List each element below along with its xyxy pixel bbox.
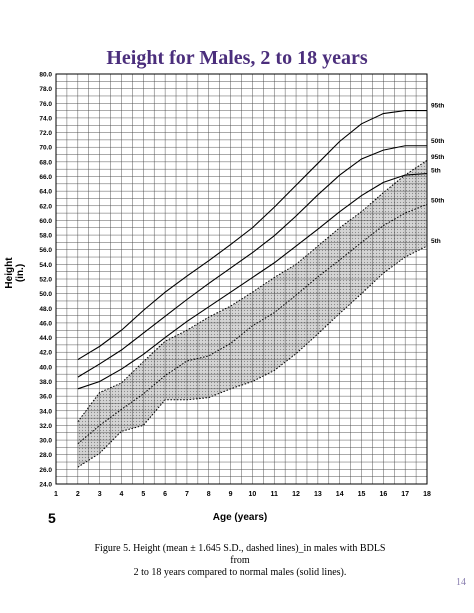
y-tick-label: 78.0 [39, 86, 52, 93]
x-tick-label: 8 [207, 491, 211, 498]
x-tick-label: 6 [163, 491, 167, 498]
x-tick-label: 7 [185, 491, 189, 498]
x-tick-label: 18 [423, 491, 431, 498]
y-tick-label: 66.0 [39, 174, 52, 181]
y-tick-label: 44.0 [39, 335, 52, 342]
page-number: 14 [456, 577, 466, 588]
series-label-50th: 50th [431, 138, 444, 145]
y-tick-label: 38.0 [39, 379, 52, 386]
x-tick-label: 1 [54, 491, 58, 498]
y-tick-label: 58.0 [39, 233, 52, 240]
x-tick-label: 17 [401, 491, 409, 498]
y-tick-label: 34.0 [39, 408, 52, 415]
y-tick-label: 76.0 [39, 101, 52, 108]
y-tick-label: 32.0 [39, 423, 52, 430]
series-label-95th: 95th [431, 154, 444, 161]
y-tick-label: 54.0 [39, 262, 52, 269]
y-tick-label: 64.0 [39, 189, 52, 196]
y-axis-label: Height (in.) [4, 257, 26, 289]
series-label-50th: 50th [431, 197, 444, 204]
y-tick-label: 36.0 [39, 394, 52, 401]
series-line-dashed-50th [77, 203, 428, 445]
x-tick-label: 9 [229, 491, 233, 498]
series-layer [77, 110, 428, 468]
y-tick-layer: 24.0 26.0 28.0 30.0 32.0 34.0 36.0 38.0 40.0 42.0… [39, 72, 52, 489]
y-tick-label: 72.0 [39, 130, 52, 137]
x-tick-label: 4 [120, 491, 124, 498]
y-tick-label: 74.0 [39, 115, 52, 122]
caption-line-2: 2 to 18 years compared to normal males (… [133, 567, 347, 578]
y-tick-label: 30.0 [39, 438, 52, 445]
x-tick-label: 5 [141, 491, 145, 498]
series-label-5th: 5th [431, 168, 441, 175]
grid-layer [55, 73, 428, 485]
series-line-solid-5th [77, 173, 428, 390]
x-tick-label: 16 [379, 491, 387, 498]
x-tick-label: 14 [336, 491, 344, 498]
y-tick-label: 24.0 [39, 482, 52, 489]
y-tick-label: 68.0 [39, 159, 52, 166]
series-label-95th: 95th [431, 103, 444, 110]
y-tick-label: 28.0 [39, 452, 52, 459]
series-line-solid-50th [77, 145, 427, 378]
x-tick-label: 3 [98, 491, 102, 498]
y-tick-label: 70.0 [39, 145, 52, 152]
x-tick-label: 11 [271, 491, 279, 498]
x-tick-layer: 1 2 3 4 5 6 7 8 9 10 11 12 13 14 15 16 17 18 [54, 491, 431, 498]
y-tick-label: 60.0 [39, 218, 52, 225]
x-tick-label: 12 [292, 491, 300, 498]
y-tick-label: 62.0 [39, 203, 52, 210]
caption-line-1: Figure 5. Height (mean ± 1.645 S.D., das… [94, 543, 386, 566]
x-tick-label: 15 [358, 491, 366, 498]
x-tick-label: 10 [249, 491, 257, 498]
y-tick-label: 48.0 [39, 306, 52, 313]
series-label-5th: 5th [431, 238, 441, 245]
y-tick-label: 26.0 [39, 467, 52, 474]
x-axis-label: Age (years) [212, 512, 268, 523]
figure-caption: Figure 5. Height (mean ± 1.645 S.D., das… [90, 543, 390, 579]
figure-number: 5 [48, 510, 56, 526]
y-tick-label: 42.0 [39, 350, 52, 357]
y-tick-label: 40.0 [39, 364, 52, 371]
y-tick-label: 80.0 [39, 72, 52, 79]
series-label-layer: 95th 50th 95th 5th 50th 5th [431, 103, 444, 245]
y-tick-label: 46.0 [39, 320, 52, 327]
y-tick-label: 50.0 [39, 291, 52, 298]
y-tick-label: 52.0 [39, 277, 52, 284]
x-tick-label: 13 [314, 491, 322, 498]
series-line-solid-95th [77, 110, 427, 361]
plot-frame [55, 73, 428, 485]
series-line-dashed-95th [77, 159, 428, 423]
y-tick-label: 56.0 [39, 247, 52, 254]
series-line-dashed-5th [77, 245, 428, 468]
x-tick-label: 2 [76, 491, 80, 498]
chart-title: Height for Males, 2 to 18 years [106, 47, 368, 69]
